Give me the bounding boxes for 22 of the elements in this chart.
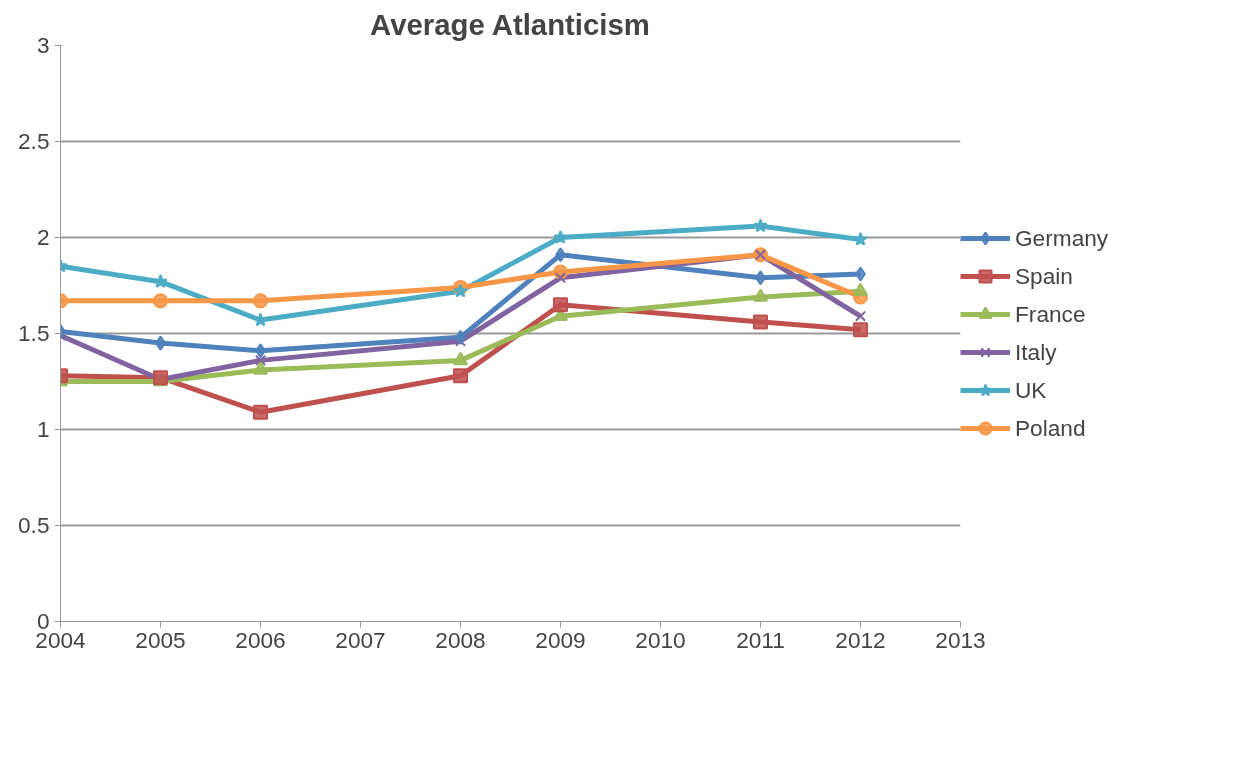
y-tick-label: 1.5 bbox=[18, 320, 50, 346]
x-tick-label: 2010 bbox=[635, 626, 686, 653]
legend-label: Italy bbox=[1015, 338, 1057, 366]
legend-label: UK bbox=[1015, 376, 1047, 404]
x-tick-label: 2005 bbox=[135, 626, 186, 653]
x-tick-label: 2011 bbox=[736, 626, 785, 653]
y-tick-label: 2.5 bbox=[18, 128, 50, 154]
legend-label: Poland bbox=[1015, 414, 1086, 442]
x-tick-label: 2006 bbox=[235, 626, 286, 653]
y-tick-label: 0.5 bbox=[18, 512, 50, 538]
x-tick-label: 2009 bbox=[535, 626, 586, 653]
x-tick-label: 2012 bbox=[835, 626, 886, 653]
chart-title: Average Atlanticism bbox=[370, 7, 650, 41]
legend-label: Germany bbox=[1015, 224, 1109, 252]
x-tick-label: 2008 bbox=[435, 626, 486, 653]
y-tick-label: 2 bbox=[36, 224, 50, 250]
y-tick-label: 1 bbox=[36, 416, 50, 442]
y-tick-label: 3 bbox=[36, 32, 50, 58]
x-tick-label: 2007 bbox=[335, 626, 386, 653]
x-tick-label: 2013 bbox=[935, 626, 986, 653]
legend-label: France bbox=[1015, 300, 1086, 328]
legend-label: Spain bbox=[1015, 262, 1073, 290]
